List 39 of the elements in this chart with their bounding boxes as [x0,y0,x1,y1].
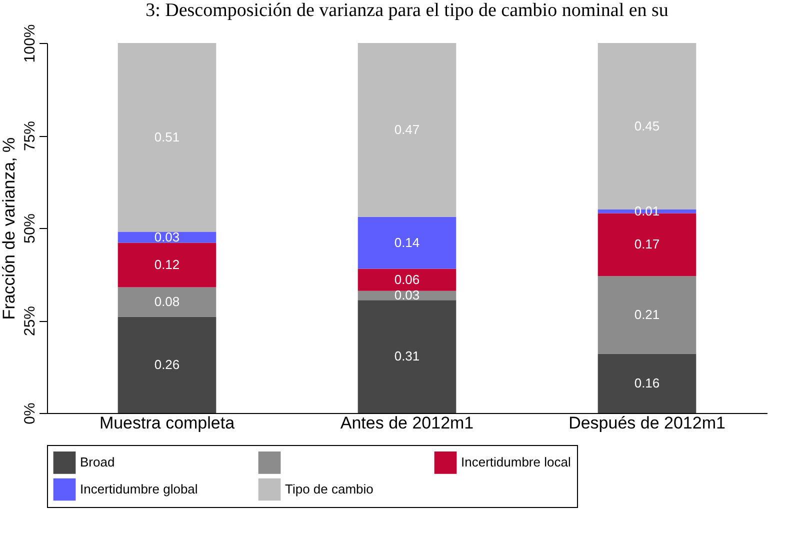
data-label: 0.21 [634,306,660,322]
bar [118,242,216,288]
legend-label: Broad [80,454,115,470]
bar [598,276,696,354]
data-label: 0.51 [154,129,180,144]
bar [118,43,216,232]
chart-title: 3: Descomposición de varianza para el tipo de cambio nominal en su [146,0,669,21]
bar [358,300,456,413]
y-axis-title: Fracción de varianza, % [0,137,18,320]
y-tick-label: 50% [22,213,38,244]
data-label: 0.16 [634,375,660,390]
data-label: 0.03 [154,229,180,244]
data-label: 0.14 [394,234,420,250]
legend-label: Incertidumbre local [461,454,571,470]
data-label: 0.12 [154,257,180,272]
data-label: 0.08 [154,294,180,309]
x-tick-label: Antes de 2012m1 [340,414,474,432]
data-label: 0.45 [634,118,660,134]
data-label: 0.06 [394,272,420,287]
bar [118,287,216,317]
bar [358,43,456,217]
y-tick-label: 0% [22,402,38,424]
bar [358,268,456,291]
x-tick-label: Después de 2012m1 [568,414,726,432]
bar [118,232,216,243]
data-label: 0.47 [394,122,420,137]
bar [598,354,696,413]
y-tick-label: 100% [22,24,38,63]
bar [358,216,456,269]
data-label: 0.26 [154,356,180,372]
x-tick-label: Muestra completa [99,414,236,432]
data-label: 0.17 [634,236,660,252]
legend-label: Tipo de cambio [285,482,374,496]
bar [118,316,216,413]
y-tick-label: 75% [22,120,38,152]
data-label: 0.31 [394,348,420,364]
y-tick-label: 25% [22,306,38,336]
legend-label: Incertidumbre global [80,482,198,496]
data-label: 0.03 [394,288,420,303]
